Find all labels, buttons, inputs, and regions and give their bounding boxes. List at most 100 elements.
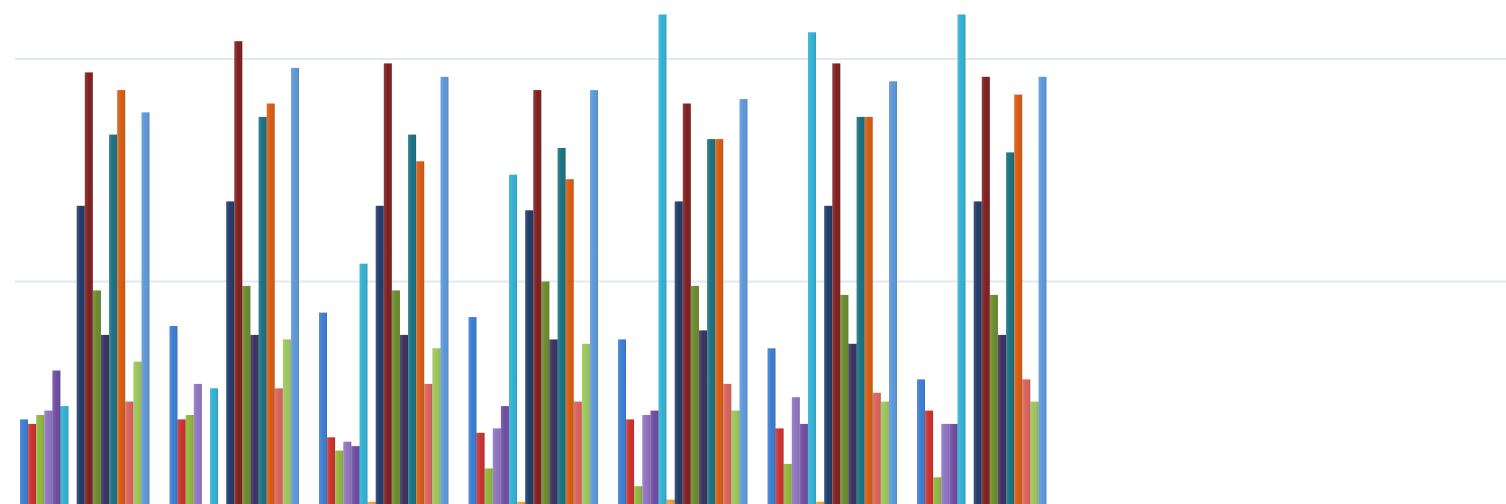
bar-shading — [408, 134, 417, 504]
bar-shading — [998, 334, 1006, 504]
bar-shading — [266, 103, 275, 504]
bar-shading — [92, 290, 101, 504]
bar-shading — [1030, 401, 1039, 504]
bar-group-4 — [468, 90, 598, 504]
bar-shading — [799, 423, 808, 504]
bar-shading — [177, 419, 186, 504]
bar-shading — [440, 76, 449, 504]
bar-shading — [880, 401, 889, 504]
bar-shading — [925, 410, 934, 504]
bars — [20, 14, 1047, 504]
bar-shading — [989, 294, 998, 504]
bar-shading — [117, 90, 126, 504]
bar-shading — [52, 370, 61, 504]
bar-shading — [484, 468, 493, 504]
bar-shading — [193, 383, 202, 504]
bar-shading — [973, 201, 982, 504]
bar-shading — [525, 210, 534, 504]
bar-shading — [234, 41, 243, 504]
bar-shading — [242, 285, 251, 504]
bar-shading — [872, 392, 881, 504]
bar-shading — [424, 383, 433, 504]
bar-shading — [642, 415, 651, 504]
bar-shading — [517, 501, 526, 504]
bar-shading — [791, 397, 800, 504]
bar-shading — [715, 139, 724, 504]
bar-shading — [133, 361, 142, 504]
bar-shading — [509, 174, 517, 504]
bar-shading — [60, 406, 69, 504]
bar-group-2 — [169, 41, 299, 504]
bar-shading — [626, 419, 635, 504]
bar-shading — [723, 383, 732, 504]
bar-shading — [957, 14, 966, 504]
bar-shading — [36, 415, 45, 504]
bar-shading — [343, 441, 352, 504]
bar-shading — [533, 90, 542, 504]
bar-shading — [775, 428, 784, 504]
bar-group-1 — [20, 72, 150, 504]
bar-shading — [327, 437, 336, 504]
bar-shading — [492, 428, 501, 504]
bar-shading — [141, 112, 150, 504]
bar-shading — [674, 201, 683, 504]
bar-shading — [109, 134, 118, 504]
bar-shading — [981, 76, 990, 504]
bar-shading — [476, 432, 485, 504]
bar-shading — [210, 388, 218, 504]
bar-shading — [500, 406, 509, 504]
bar-shading — [258, 116, 267, 504]
bar-shading — [250, 334, 259, 504]
bar-shading — [581, 343, 590, 504]
bar-shading — [335, 450, 344, 504]
bar-shading — [44, 410, 53, 504]
bar-shading — [1014, 94, 1023, 504]
bar-shading — [731, 410, 740, 504]
bar-shading — [367, 501, 376, 504]
bar-group-7 — [917, 14, 1047, 504]
bar-shading — [282, 339, 291, 504]
bar-shading — [1022, 379, 1031, 504]
bar-shading — [541, 281, 550, 504]
bar-shading — [933, 477, 942, 504]
bar-group-6 — [767, 32, 897, 504]
bar-shading — [618, 339, 626, 504]
bar-shading — [856, 116, 865, 504]
bar-shading — [565, 179, 574, 504]
bar-shading — [416, 161, 425, 504]
bar-shading — [666, 499, 675, 504]
bar-shading — [1006, 152, 1015, 504]
bar-shading — [824, 205, 833, 504]
bar-shading — [949, 423, 958, 504]
bar-shading — [682, 103, 691, 504]
bar-shading — [557, 148, 566, 504]
bar-shading — [650, 410, 659, 504]
bar-shading — [351, 446, 360, 504]
bar-shading — [84, 72, 93, 504]
bar-shading — [808, 32, 816, 504]
bar-shading — [917, 379, 925, 504]
bar-shading — [274, 388, 283, 504]
bar-shading — [383, 63, 392, 504]
bar-shading — [319, 312, 327, 504]
bar-shading — [573, 401, 582, 504]
bar-shading — [76, 205, 85, 504]
bar-shading — [941, 423, 950, 504]
bar-shading — [391, 290, 400, 504]
bar-shading — [291, 67, 299, 504]
bar-shading — [690, 285, 699, 504]
bar-shading — [816, 501, 825, 504]
bar-shading — [832, 63, 841, 504]
bar-shading — [767, 348, 776, 504]
bar-shading — [707, 139, 716, 504]
bar-shading — [864, 116, 873, 504]
bar-shading — [699, 330, 707, 504]
bar-shading — [359, 263, 368, 504]
bar-shading — [848, 343, 857, 504]
bar-shading — [739, 99, 748, 504]
bar-shading — [549, 339, 558, 504]
bar-shading — [101, 334, 109, 504]
bar-shading — [185, 415, 194, 504]
bar-shading — [783, 463, 792, 504]
